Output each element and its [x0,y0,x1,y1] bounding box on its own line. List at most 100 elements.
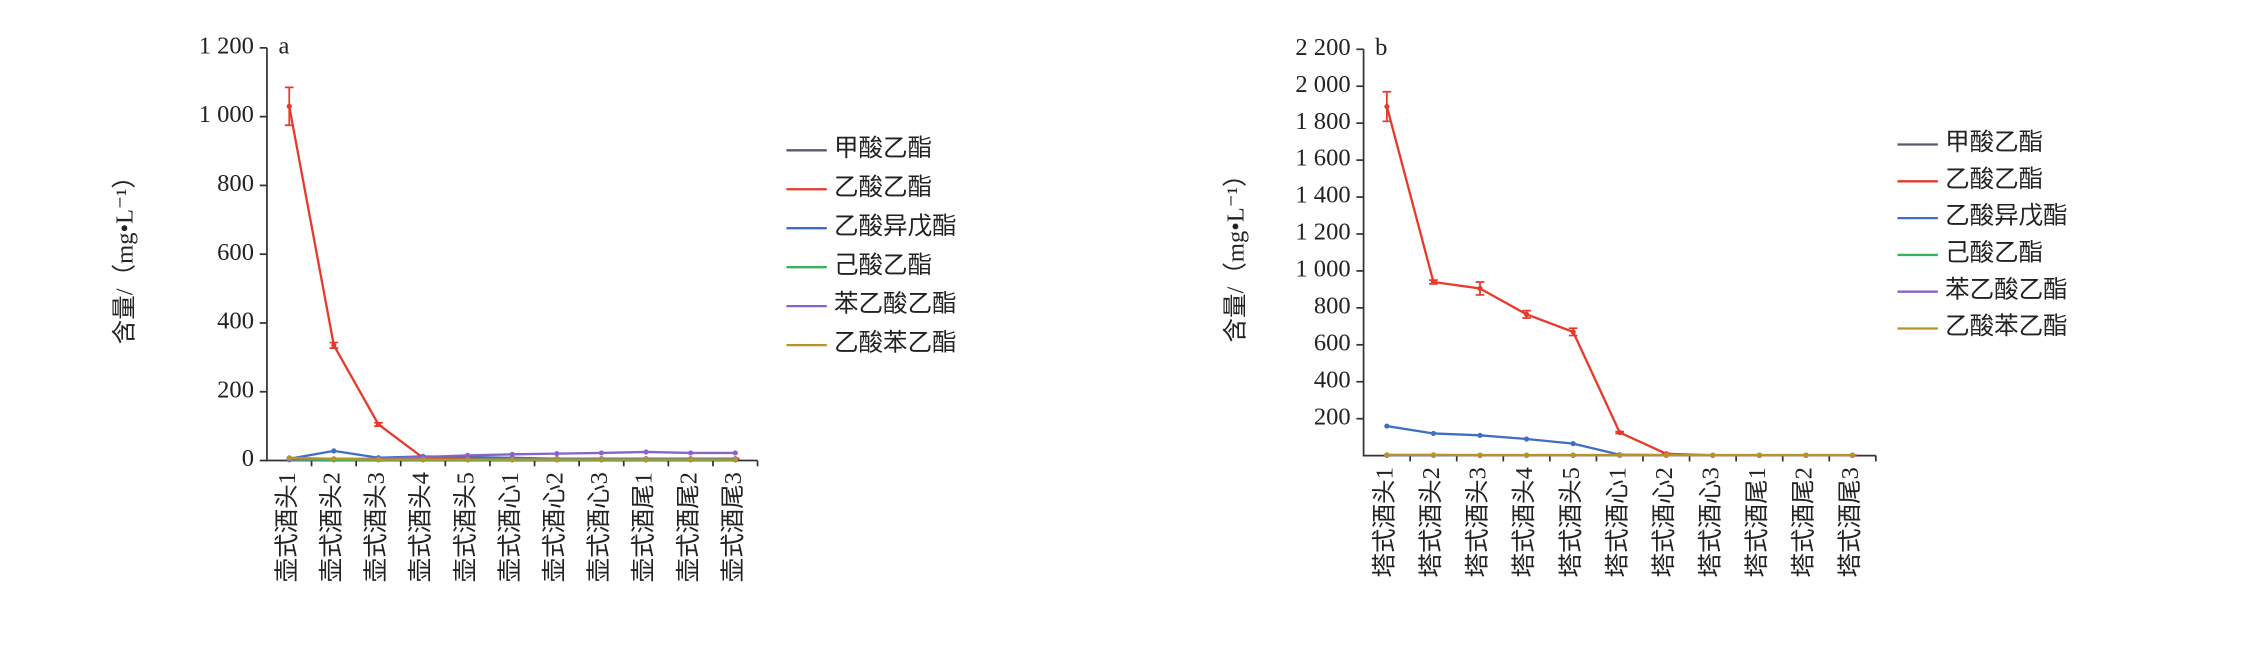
x-tick-label: 壶式酒头3 [362,472,390,582]
point [688,456,694,463]
legend-label: 己酸乙酯 [1945,239,2043,267]
point [1430,452,1437,458]
point [732,456,738,463]
series-line [1385,106,1853,457]
point [643,456,649,463]
point [1756,452,1763,458]
point [643,449,649,455]
x-tick-label: 壶式酒心2 [540,472,568,582]
x-tick-label: 塔式酒尾1 [1743,467,1771,577]
error-bar [284,86,294,127]
point [1570,452,1576,458]
error-bar [1522,309,1531,319]
y-tick-label: 200 [1314,403,1351,430]
y-tick-label: 2 000 [1295,71,1350,98]
axes [266,47,758,462]
x-tick-label: 塔式酒尾2 [1790,467,1818,577]
y-tick-label: 400 [1314,366,1351,393]
point [1477,452,1483,458]
point [331,448,337,454]
error-bar [1615,430,1625,435]
y-tick-label: 1 200 [1295,219,1350,246]
error-bar [374,421,383,428]
panel: 200 400 600 800 1 000 1 200 1 400 1 600 1 800 2 0… [1222,34,2068,578]
point [1523,452,1530,458]
point [509,451,515,457]
x-tick-label: 塔式酒心3 [1696,467,1724,577]
point [1803,452,1809,458]
point [1663,452,1669,458]
point [554,456,560,463]
y-tick-label: 800 [217,170,254,197]
point [732,450,738,456]
x-tick-label: 塔式酒尾3 [1836,467,1864,577]
error-bar [329,341,339,349]
axes [1362,49,1876,457]
point [1384,452,1390,458]
y-tick-label: 1 000 [1295,256,1350,283]
legend-label: 己酸乙酯 [834,251,932,279]
x-tick-label: 塔式酒头2 [1417,467,1445,577]
x-tick-label: 壶式酒心3 [585,472,613,582]
point [1384,423,1390,429]
point [598,450,605,456]
point [1570,441,1576,447]
legend-label: 苯乙酸乙酯 [834,290,957,318]
x-tick-label: 壶式酒尾2 [674,472,702,582]
y-tick-label: 800 [1314,292,1351,319]
y-tick-label: 1 000 [199,101,254,128]
y-tick-label: 2 200 [1295,34,1350,61]
x-tick-label: 壶式酒头1 [273,472,301,582]
point [1430,430,1437,437]
point [1477,432,1483,438]
legend-label: 甲酸乙酯 [834,134,932,162]
point [554,451,560,457]
x-tick-label: 壶式酒尾3 [719,472,747,582]
x-tick-label: 壶式酒头2 [317,472,345,582]
y-tick-label: 1 200 [199,32,254,59]
legend-label: 乙酸乙酯 [1945,165,2043,193]
x-tick-label: 壶式酒尾1 [630,472,658,582]
y-tick-label: 400 [217,308,254,335]
error-bar [1475,281,1485,296]
series-line [288,106,736,460]
x-tick-label: 壶式酒头5 [451,472,479,582]
error-bar [1382,90,1392,123]
y-tick-label: 1 800 [1295,108,1350,135]
point [688,450,694,456]
y-axis-label: 含量/（mg•L⁻¹） [111,164,139,344]
panel-label: b [1375,34,1387,61]
point [331,456,337,462]
point [375,456,382,463]
y-tick-label: 600 [1314,329,1351,356]
x-tick-label: 塔式酒头4 [1510,467,1538,577]
panel: 0 200 400 600 800 1 000 1 200 壶式酒头1 壶式酒头2 壶式酒头3 壶式… [111,32,957,582]
point [1617,452,1623,458]
point [465,452,471,458]
x-tick-label: 塔式酒头1 [1370,467,1398,577]
legend-label: 乙酸乙酯 [834,173,932,201]
x-tick-label: 塔式酒心2 [1650,467,1678,577]
legend-label: 乙酸苯乙酯 [834,329,957,357]
point [286,455,292,461]
y-axis-label: 含量/（mg•L⁻¹） [1222,162,1250,342]
point [509,456,515,463]
y-tick-label: 600 [217,239,254,266]
x-tick-label: 壶式酒头4 [407,472,435,582]
y-tick-label: 1 600 [1295,145,1350,172]
legend-label: 乙酸苯乙酯 [1945,312,2068,340]
point [598,456,605,463]
point [1710,452,1716,458]
x-tick-label: 塔式酒头3 [1464,467,1492,577]
legend-label: 乙酸异戊酯 [834,212,957,240]
y-tick-label: 200 [217,376,254,403]
panel-label: a [278,32,289,59]
x-tick-label: 壶式酒心1 [496,472,524,582]
x-tick-label: 塔式酒头5 [1557,467,1585,577]
legend-label: 苯乙酸乙酯 [1945,275,2068,303]
error-bar [1429,279,1438,285]
point [1523,436,1530,442]
legend-label: 甲酸乙酯 [1945,128,2043,156]
